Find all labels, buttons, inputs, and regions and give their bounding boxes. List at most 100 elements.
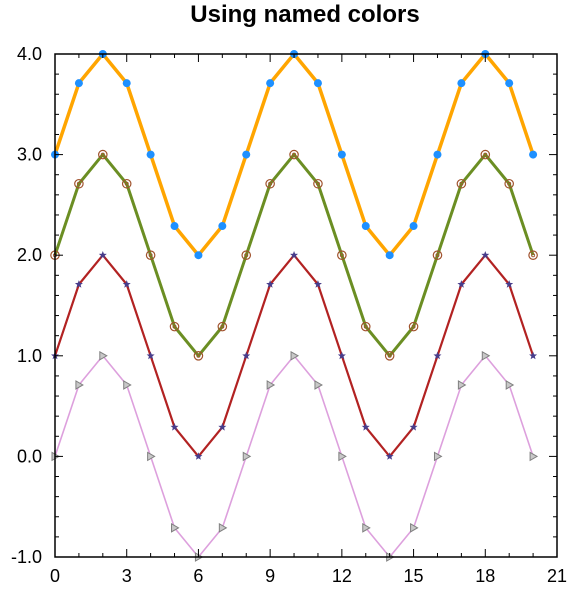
- y-tick-label: 0.0: [17, 446, 42, 466]
- data-point: [528, 250, 538, 260]
- data-point: [529, 351, 538, 360]
- data-point: [123, 380, 132, 390]
- data-point: [74, 178, 84, 189]
- data-point: [242, 150, 251, 159]
- data-point: [241, 250, 252, 260]
- data-point: [313, 79, 322, 88]
- data-point: [408, 321, 419, 332]
- data-point: [433, 351, 442, 360]
- marker-dot: [172, 324, 177, 329]
- marker-dot: [100, 152, 105, 157]
- data-point: [74, 280, 83, 288]
- data-point: [456, 178, 467, 189]
- data-point: [338, 451, 347, 462]
- marker-dot: [459, 181, 464, 186]
- marker-dot: [531, 253, 536, 258]
- data-point: [337, 150, 346, 159]
- data-point: [266, 380, 276, 390]
- data-point: [75, 380, 84, 390]
- y-tick-label: 1.0: [17, 346, 42, 366]
- x-tick-label: 21: [547, 566, 567, 586]
- marker-dot: [339, 253, 344, 258]
- data-point: [217, 321, 228, 332]
- y-tick-label: 4.0: [17, 44, 42, 64]
- data-point: [505, 79, 514, 88]
- data-point: [98, 149, 108, 160]
- data-point: [218, 423, 227, 431]
- marker-ring: [337, 250, 347, 260]
- data-point: [242, 451, 252, 462]
- data-point: [147, 451, 156, 462]
- data-point: [266, 280, 275, 288]
- data-point: [98, 251, 107, 259]
- marker-ring: [313, 178, 323, 189]
- data-point: [314, 380, 323, 390]
- marker-dot: [435, 253, 440, 258]
- marker-dot: [220, 324, 225, 329]
- data-point: [360, 321, 371, 332]
- data-point: [170, 423, 179, 431]
- data-point: [433, 451, 443, 462]
- data-point: [122, 79, 131, 88]
- data-point: [384, 350, 395, 361]
- marker-dot: [507, 181, 512, 186]
- data-point: [242, 351, 251, 360]
- data-point: [145, 250, 156, 260]
- marker-dot: [244, 253, 249, 258]
- marker-ring: [528, 250, 538, 260]
- data-point: [194, 251, 203, 260]
- marker-dot: [411, 324, 416, 329]
- data-point: [194, 452, 203, 460]
- data-point: [361, 222, 370, 231]
- x-tick-label: 18: [475, 566, 495, 586]
- data-point: [409, 423, 418, 431]
- y-tick-label: -1.0: [11, 547, 42, 567]
- marker-ring: [74, 178, 84, 189]
- data-point: [290, 350, 300, 361]
- marker-ring: [241, 250, 252, 260]
- marker-dot: [196, 353, 201, 358]
- data-point: [505, 380, 515, 390]
- marker-dot: [363, 324, 368, 329]
- data-point: [265, 178, 275, 189]
- x-tick-label: 9: [265, 566, 275, 586]
- marker-ring: [384, 350, 395, 361]
- data-point: [289, 149, 299, 160]
- marker-ring: [98, 149, 108, 160]
- y-tick-label: 2.0: [17, 245, 42, 265]
- marker-ring: [456, 178, 467, 189]
- data-point: [337, 250, 347, 260]
- data-point: [385, 251, 394, 260]
- marker-ring: [504, 178, 514, 189]
- data-point: [337, 351, 346, 360]
- data-point: [481, 350, 491, 361]
- data-point: [146, 351, 155, 360]
- data-point: [362, 522, 371, 533]
- data-point: [290, 251, 299, 259]
- data-point: [146, 150, 155, 159]
- data-point: [266, 79, 275, 88]
- data-point: [432, 250, 443, 260]
- x-tick-label: 3: [122, 566, 132, 586]
- data-point: [529, 150, 538, 159]
- data-point: [218, 522, 228, 533]
- data-point: [169, 321, 180, 332]
- marker-dot: [268, 181, 273, 186]
- data-point: [385, 452, 394, 460]
- data-point: [313, 178, 323, 189]
- data-point: [218, 222, 227, 231]
- data-point: [313, 280, 322, 288]
- marker-dot: [148, 253, 153, 258]
- data-point: [529, 451, 539, 462]
- marker-ring: [169, 321, 180, 332]
- data-point: [193, 350, 204, 361]
- series-4: [51, 350, 539, 562]
- marker-ring: [360, 321, 371, 332]
- marker-dot: [124, 181, 129, 186]
- axes: 0 3 6 9 12 15 18 21 -1.0 0.0 1.0 2.0 3.0 4.0: [11, 44, 567, 586]
- marker-ring: [145, 250, 156, 260]
- data-point: [121, 178, 132, 189]
- marker-dot: [76, 181, 81, 186]
- chart-title: Using named colors: [190, 1, 419, 28]
